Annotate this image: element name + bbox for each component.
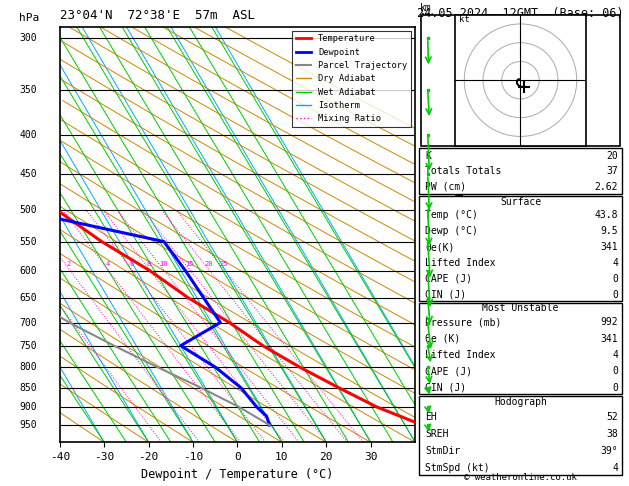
Text: 25: 25 bbox=[220, 261, 228, 267]
Text: SREH: SREH bbox=[425, 429, 448, 439]
Text: 4: 4 bbox=[612, 350, 618, 360]
Text: K: K bbox=[425, 151, 431, 161]
Text: Hodograph: Hodograph bbox=[494, 397, 547, 407]
Text: kt: kt bbox=[459, 15, 469, 24]
Text: © weatheronline.co.uk: © weatheronline.co.uk bbox=[464, 473, 577, 482]
Text: 24.05.2024  12GMT  (Base: 06): 24.05.2024 12GMT (Base: 06) bbox=[417, 7, 624, 20]
Text: CIN (J): CIN (J) bbox=[425, 382, 466, 393]
Text: CAPE (J): CAPE (J) bbox=[425, 274, 472, 284]
Text: 43.8: 43.8 bbox=[594, 210, 618, 220]
Text: km
ASL: km ASL bbox=[420, 2, 437, 22]
Bar bbox=[421, 15, 620, 146]
Text: 450: 450 bbox=[19, 169, 36, 179]
Text: 650: 650 bbox=[19, 293, 36, 303]
Text: 300: 300 bbox=[19, 33, 36, 43]
Text: 400: 400 bbox=[19, 130, 36, 139]
Text: 9.5: 9.5 bbox=[601, 226, 618, 236]
Text: 0: 0 bbox=[612, 290, 618, 299]
Legend: Temperature, Dewpoint, Parcel Trajectory, Dry Adiabat, Wet Adiabat, Isotherm, Mi: Temperature, Dewpoint, Parcel Trajectory… bbox=[292, 31, 411, 127]
Text: Pressure (mb): Pressure (mb) bbox=[425, 317, 501, 328]
Text: 3: 3 bbox=[420, 317, 425, 328]
Text: Temp (°C): Temp (°C) bbox=[425, 210, 478, 220]
Text: 341: 341 bbox=[601, 242, 618, 252]
Text: 500: 500 bbox=[19, 205, 36, 215]
Bar bbox=[418, 303, 623, 394]
Text: 5: 5 bbox=[420, 266, 425, 276]
Text: 4: 4 bbox=[612, 258, 618, 268]
Text: 2.62: 2.62 bbox=[594, 182, 618, 191]
Text: 20: 20 bbox=[204, 261, 213, 267]
Text: 900: 900 bbox=[19, 402, 36, 412]
Text: StmDir: StmDir bbox=[425, 446, 460, 456]
Text: hPa: hPa bbox=[19, 13, 40, 22]
Text: 4: 4 bbox=[106, 261, 109, 267]
Text: 37: 37 bbox=[606, 166, 618, 176]
Text: 850: 850 bbox=[19, 382, 36, 393]
Text: 4: 4 bbox=[612, 463, 618, 473]
Text: Mixing Ratio (g/kg): Mixing Ratio (g/kg) bbox=[457, 179, 466, 290]
Text: 341: 341 bbox=[601, 334, 618, 344]
Text: 8: 8 bbox=[420, 130, 425, 139]
Text: Surface: Surface bbox=[500, 197, 541, 207]
X-axis label: Dewpoint / Temperature (°C): Dewpoint / Temperature (°C) bbox=[142, 468, 333, 481]
Text: Lifted Index: Lifted Index bbox=[425, 350, 496, 360]
Text: 550: 550 bbox=[19, 237, 36, 246]
Text: Dewp (°C): Dewp (°C) bbox=[425, 226, 478, 236]
Text: 350: 350 bbox=[19, 85, 36, 95]
Text: θe(K): θe(K) bbox=[425, 242, 454, 252]
Text: 800: 800 bbox=[19, 363, 36, 372]
Text: 6: 6 bbox=[420, 205, 425, 215]
Text: 0: 0 bbox=[420, 420, 425, 430]
Text: 750: 750 bbox=[19, 341, 36, 351]
Bar bbox=[418, 196, 623, 301]
Bar bbox=[418, 396, 623, 475]
Text: 10: 10 bbox=[159, 261, 167, 267]
Text: Totals Totals: Totals Totals bbox=[425, 166, 501, 176]
Text: PW (cm): PW (cm) bbox=[425, 182, 466, 191]
Text: 20: 20 bbox=[606, 151, 618, 161]
Text: 2: 2 bbox=[420, 363, 425, 372]
Text: 8: 8 bbox=[147, 261, 151, 267]
Text: 15: 15 bbox=[185, 261, 193, 267]
Text: 950: 950 bbox=[19, 420, 36, 430]
Text: 23°04'N  72°38'E  57m  ASL: 23°04'N 72°38'E 57m ASL bbox=[60, 9, 255, 22]
Text: 0: 0 bbox=[612, 382, 618, 393]
Text: Lifted Index: Lifted Index bbox=[425, 258, 496, 268]
Text: 38: 38 bbox=[606, 429, 618, 439]
Bar bbox=[418, 148, 623, 194]
Text: CAPE (J): CAPE (J) bbox=[425, 366, 472, 376]
Text: 0: 0 bbox=[612, 366, 618, 376]
Text: 39°: 39° bbox=[601, 446, 618, 456]
Text: 700: 700 bbox=[19, 317, 36, 328]
Text: 6: 6 bbox=[130, 261, 133, 267]
Text: 1: 1 bbox=[420, 402, 425, 412]
Text: CIN (J): CIN (J) bbox=[425, 290, 466, 299]
Text: StmSpd (kt): StmSpd (kt) bbox=[425, 463, 489, 473]
Text: 992: 992 bbox=[601, 317, 618, 328]
Text: Most Unstable: Most Unstable bbox=[482, 303, 559, 313]
Text: 2: 2 bbox=[67, 261, 71, 267]
Text: 0: 0 bbox=[612, 274, 618, 284]
Text: θe (K): θe (K) bbox=[425, 334, 460, 344]
Text: EH: EH bbox=[425, 412, 437, 422]
Text: 600: 600 bbox=[19, 266, 36, 276]
Text: 9: 9 bbox=[420, 33, 425, 43]
Text: 52: 52 bbox=[606, 412, 618, 422]
